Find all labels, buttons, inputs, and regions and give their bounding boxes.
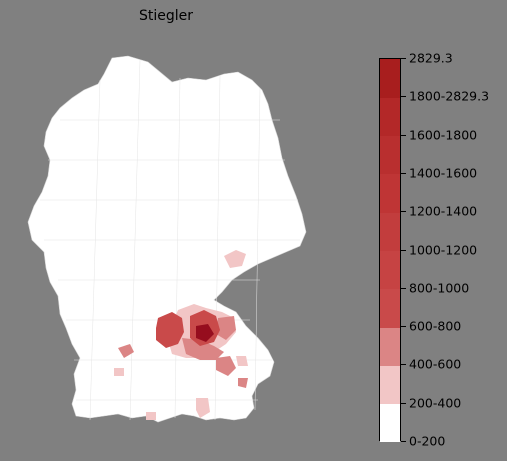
germany-outline xyxy=(27,55,307,423)
colorbar-segment xyxy=(380,365,400,405)
colorbar-tick xyxy=(401,364,406,366)
colorbar-tick xyxy=(401,441,406,442)
colorbar-tick-label: 2829.3 xyxy=(409,50,453,66)
colorbar-segment xyxy=(380,97,400,137)
colorbar-tick-label: 1000-1200 xyxy=(409,242,478,257)
colorbar-tick-label: 1600-1800 xyxy=(409,127,478,143)
colorbar-tick xyxy=(401,172,406,174)
germany-choropleth-map xyxy=(27,55,307,423)
colorbar-segment xyxy=(380,403,400,443)
region-east-bavaria-cluster xyxy=(190,310,220,346)
region-southeast-spots xyxy=(216,356,248,388)
colorbar-tick xyxy=(401,287,406,289)
colorbar-tick-label: 600-800 xyxy=(409,318,462,334)
colorbar-segment xyxy=(380,173,400,213)
colorbar-tick-label: 800-1000 xyxy=(409,280,470,296)
colorbar-tick-label: 1400-1600 xyxy=(409,165,478,181)
district-borders xyxy=(40,59,300,421)
colorbar-tick xyxy=(401,211,406,213)
region-north-spot xyxy=(224,250,246,268)
colorbar-tick-label: 1200-1400 xyxy=(409,203,478,219)
colorbar-segment xyxy=(380,327,400,366)
colorbar-tick-label: 1800-2829.3 xyxy=(409,88,490,104)
colorbar-tick xyxy=(401,326,406,328)
colorbar-segment xyxy=(380,135,400,175)
region-west-small-spot xyxy=(118,344,134,358)
colorbar-tick xyxy=(401,249,406,251)
colorbar-tick xyxy=(401,96,406,98)
colorbar xyxy=(379,58,401,443)
colorbar-tick xyxy=(401,58,406,59)
colorbar-segment xyxy=(380,288,400,328)
colorbar-tick-label: 0-200 xyxy=(409,433,446,449)
colorbar-segment xyxy=(380,59,400,98)
colorbar-tick xyxy=(401,134,406,136)
region-west-cluster xyxy=(156,312,184,348)
colorbar-tick-label: 200-400 xyxy=(409,395,462,411)
colorbar-segment xyxy=(380,212,400,251)
colorbar-tick-label: 400-600 xyxy=(409,356,462,372)
region-south-spots xyxy=(114,368,210,420)
map-title: Stiegler xyxy=(138,8,194,24)
colorbar-segment xyxy=(380,250,400,290)
colorbar-tick xyxy=(401,402,406,404)
